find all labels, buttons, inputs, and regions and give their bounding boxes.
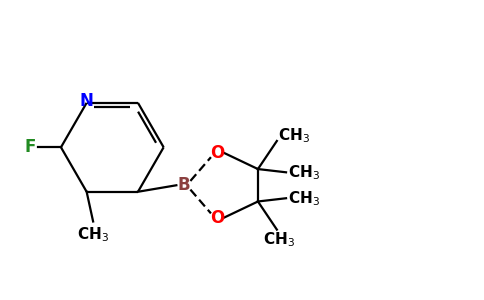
- Text: CH$_3$: CH$_3$: [77, 226, 109, 244]
- Text: O: O: [210, 209, 225, 227]
- Text: N: N: [80, 92, 93, 110]
- Text: O: O: [210, 144, 225, 162]
- Text: F: F: [25, 138, 36, 156]
- Text: B: B: [178, 176, 190, 194]
- Text: CH$_3$: CH$_3$: [278, 126, 310, 145]
- Text: CH$_3$: CH$_3$: [263, 230, 295, 249]
- Text: CH$_3$: CH$_3$: [287, 163, 319, 182]
- Text: CH$_3$: CH$_3$: [287, 189, 319, 208]
